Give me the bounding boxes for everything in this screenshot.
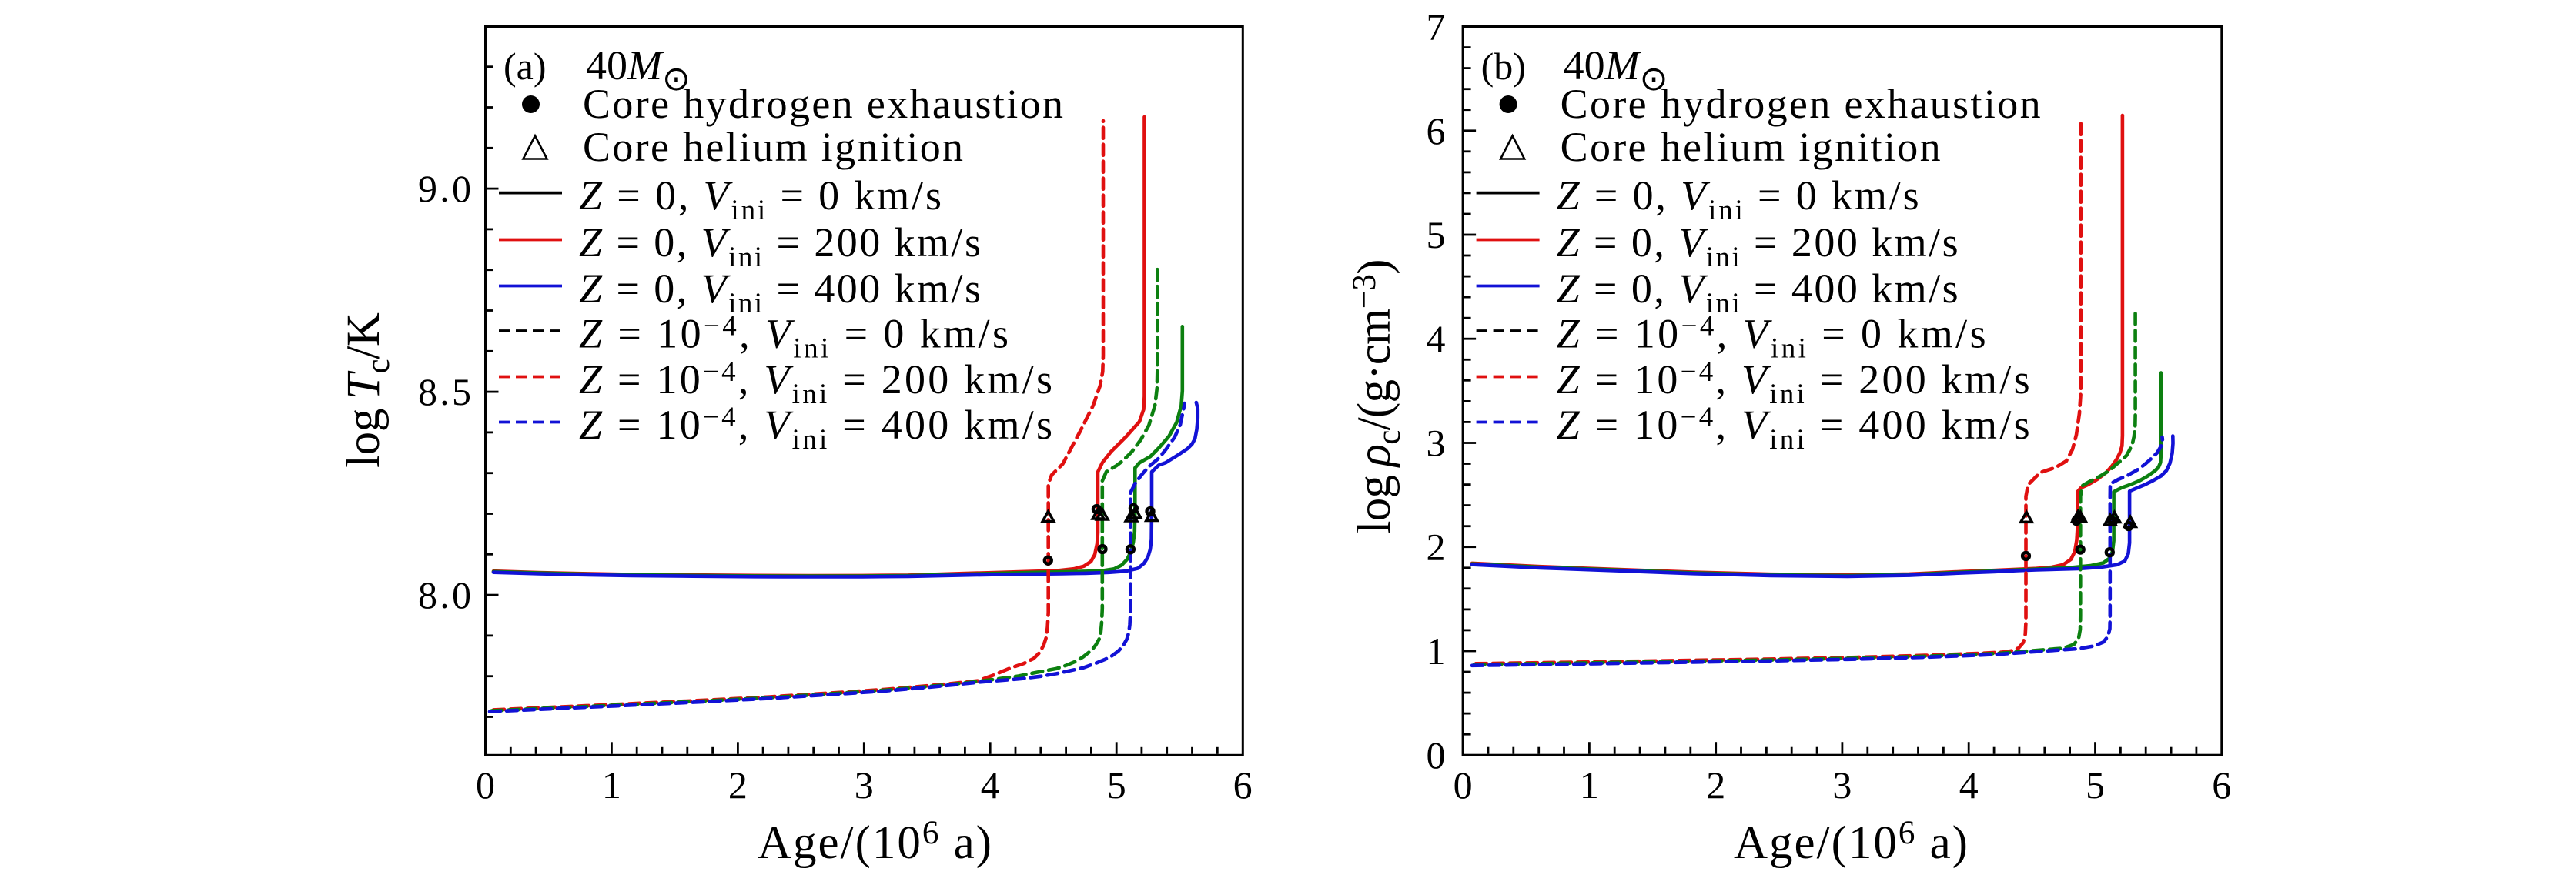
svg-text:6: 6: [2212, 763, 2231, 807]
svg-text:Z = 0, Vini = 200 km/s: Z = 0, Vini = 200 km/s: [579, 219, 981, 273]
svg-text:Core helium ignition: Core helium ignition: [583, 124, 963, 170]
svg-text:(a): (a): [503, 45, 547, 88]
svg-text:5: 5: [2086, 763, 2105, 807]
svg-text:4: 4: [981, 763, 1000, 807]
svg-text:0: 0: [1454, 763, 1473, 807]
svg-text:7: 7: [1427, 5, 1446, 48]
svg-text:Age/(106 a): Age/(106 a): [1734, 815, 1968, 869]
svg-text:0: 0: [1427, 733, 1446, 776]
svg-text:3: 3: [1832, 763, 1852, 807]
svg-text:(b): (b): [1481, 45, 1526, 88]
svg-text:log ρc/(g·cm−3): log ρc/(g·cm−3): [1347, 259, 1407, 534]
svg-text:1: 1: [1427, 630, 1446, 673]
svg-text:3: 3: [855, 763, 874, 807]
svg-text:Age/(106 a): Age/(106 a): [758, 815, 992, 869]
svg-text:2: 2: [1427, 526, 1446, 569]
svg-text:9.0: 9.0: [418, 167, 471, 210]
svg-text:Core helium ignition: Core helium ignition: [1561, 124, 1941, 170]
svg-text:5: 5: [1427, 213, 1446, 256]
svg-text:Core hydrogen exhaustion: Core hydrogen exhaustion: [1561, 81, 2041, 127]
svg-text:4: 4: [1427, 317, 1446, 360]
svg-text:8.5: 8.5: [418, 370, 471, 413]
svg-text:8.0: 8.0: [418, 573, 471, 616]
svg-text:2: 2: [728, 763, 748, 807]
svg-text:Z = 0, Vini = 400 km/s: Z = 0, Vini = 400 km/s: [1557, 266, 1959, 319]
svg-text:Core hydrogen exhaustion: Core hydrogen exhaustion: [583, 81, 1063, 127]
svg-text:1: 1: [1580, 763, 1599, 807]
svg-text:Z = 10−4, Vini = 200 km/s: Z = 10−4, Vini = 200 km/s: [579, 356, 1052, 410]
svg-text:3: 3: [1427, 422, 1446, 465]
svg-text:Z = 0, Vini = 0 km/s: Z = 0, Vini = 0 km/s: [1557, 172, 1919, 226]
svg-text:0: 0: [476, 763, 495, 807]
svg-text:4: 4: [1959, 763, 1979, 807]
svg-text:5: 5: [1107, 763, 1126, 807]
svg-text:Z = 0, Vini = 200 km/s: Z = 0, Vini = 200 km/s: [1557, 219, 1959, 273]
svg-text:1: 1: [602, 763, 621, 807]
svg-text:log Tc/K: log Tc/K: [338, 312, 396, 468]
svg-text:6: 6: [1427, 109, 1446, 152]
svg-text:6: 6: [1233, 763, 1253, 807]
svg-text:2: 2: [1706, 763, 1725, 807]
